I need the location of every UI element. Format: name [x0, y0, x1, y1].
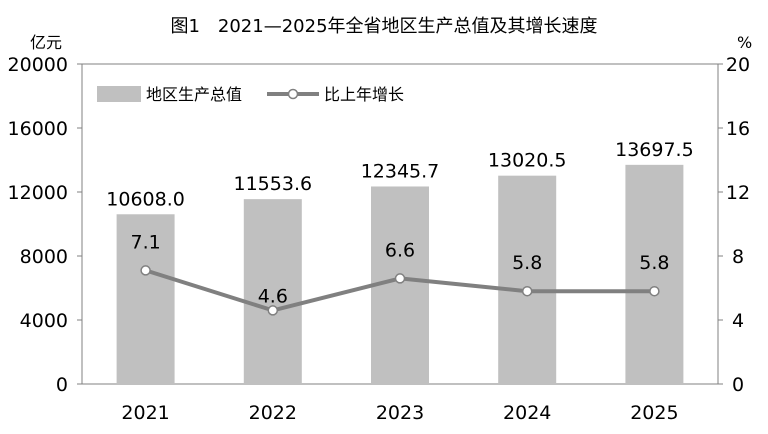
growth-value-label: 4.6 — [258, 285, 288, 307]
bar-value-label: 13020.5 — [488, 150, 567, 172]
left-tick-label: 20000 — [8, 54, 68, 76]
left-axis-unit: 亿元 — [30, 33, 62, 52]
legend-bar-swatch — [97, 86, 141, 102]
growth-value-label: 6.6 — [385, 239, 415, 261]
x-tick-label: 2022 — [249, 402, 297, 424]
x-tick-label: 2023 — [376, 402, 424, 424]
bar — [625, 164, 684, 384]
bar-value-label: 11553.6 — [234, 173, 313, 195]
x-tick-label: 2025 — [630, 402, 678, 424]
right-tick-label: 0 — [732, 374, 744, 396]
right-tick-label: 12 — [726, 182, 750, 204]
bar — [498, 175, 557, 384]
left-axis: 0 4000 8000 12000 16000 20000 — [8, 54, 82, 396]
right-axis: 0 4 8 12 16 20 — [718, 54, 750, 396]
growth-point — [649, 285, 660, 297]
x-axis: 2021 2022 2023 2024 2025 — [121, 402, 678, 424]
right-tick-label: 4 — [732, 310, 744, 332]
legend-bar-label: 地区生产总值 — [146, 85, 242, 104]
left-tick-label: 0 — [56, 374, 68, 396]
line-series: 7.1 4.6 6.6 5.8 5.8 — [130, 231, 670, 316]
growth-value-label: 5.8 — [512, 252, 542, 274]
bar-value-label: 13697.5 — [615, 139, 694, 161]
legend-line-label: 比上年增长 — [324, 85, 404, 104]
right-tick-label: 16 — [726, 118, 750, 140]
bar — [116, 214, 175, 384]
bar-value-label: 12345.7 — [361, 160, 440, 182]
left-tick-label: 12000 — [8, 182, 68, 204]
right-tick-label: 8 — [732, 246, 744, 268]
growth-value-label: 7.1 — [130, 231, 160, 253]
bar — [243, 199, 302, 384]
left-tick-label: 4000 — [20, 310, 68, 332]
right-tick-label: 20 — [726, 54, 750, 76]
right-axis-unit: % — [737, 33, 752, 52]
chart-title: 图1 2021—2025年全省地区生产总值及其增长速度 — [170, 16, 597, 37]
bar-labels: 10608.0 11553.6 12345.7 13020.5 13697.5 — [106, 139, 693, 210]
growth-point — [140, 265, 151, 276]
growth-point — [267, 305, 279, 316]
legend: 地区生产总值 比上年增长 — [97, 85, 404, 104]
legend-line-marker — [287, 88, 299, 100]
growth-point — [521, 285, 533, 297]
x-tick-label: 2021 — [121, 402, 169, 424]
left-tick-label: 8000 — [20, 246, 68, 268]
left-tick-label: 16000 — [8, 118, 68, 140]
growth-value-label: 5.8 — [639, 252, 669, 274]
x-tick-label: 2024 — [503, 402, 551, 424]
bar-series — [116, 164, 684, 384]
growth-point — [394, 273, 406, 284]
bar-value-label: 10608.0 — [106, 188, 185, 210]
